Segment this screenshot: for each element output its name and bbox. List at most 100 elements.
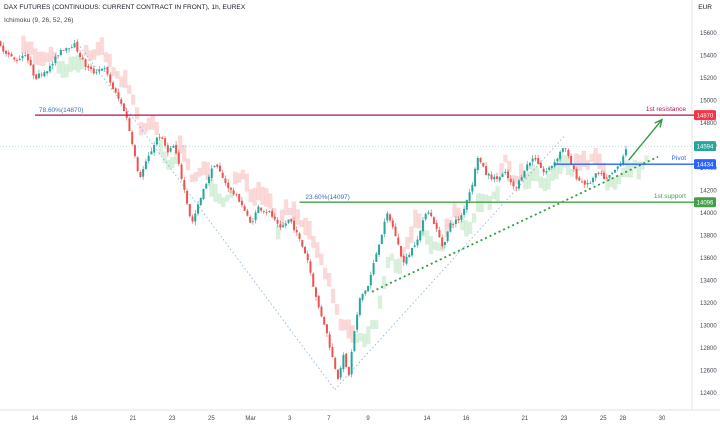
cloud-segment [123,69,128,88]
cloud-segment [620,167,626,178]
cloud-segment [295,209,300,225]
y-tick-label: 13800 [700,234,717,240]
ichimoku-cloud [21,35,649,348]
cloud-segment [178,135,183,154]
candle-body [624,149,627,156]
candle-body [293,220,296,231]
cloud-segment [205,162,210,181]
cloud-segment [260,187,265,205]
cloud-segment [21,35,26,54]
candle-body [166,145,169,153]
cloud-segment [170,156,175,169]
candle-body [452,224,455,226]
candle-body [394,226,397,237]
candle-body [262,211,265,213]
fib-level-label: 23.60%(14097) [305,194,349,201]
candle-body [10,53,13,57]
cloud-segment [518,163,524,182]
candle-body [79,52,82,57]
cloud-segment [542,178,547,192]
currency-label: EUR [698,4,712,11]
candle-body [273,216,276,220]
candle-body [323,316,326,325]
candle-body [90,66,93,69]
candle-body [240,200,243,206]
candle-body [199,197,202,206]
candle-body [479,157,482,163]
candle-body [260,207,263,211]
candle-body [268,210,271,212]
cloud-segment [323,267,328,280]
candle-body [501,174,504,178]
cloud-segment [326,272,332,287]
candle-body [622,156,625,164]
cloud-segment [538,176,543,189]
candle-body [98,69,101,72]
candle-body [405,256,408,264]
x-tick-label: 7 [327,416,331,422]
cloud-segment [530,164,536,181]
x-tick-label: 25 [600,416,607,422]
candle-body [564,148,567,150]
candle-body [144,161,147,170]
candle-body [180,164,183,179]
candle-body [284,223,287,226]
cloud-segment [417,213,422,229]
candle-body [29,59,32,66]
candle-body [26,54,29,61]
candle-body [586,182,589,185]
candle-body [287,219,290,223]
cloud-segment [330,288,336,304]
cloud-segment [436,242,441,251]
candle-body [62,50,65,51]
y-tick-label: 14200 [700,189,717,195]
cloud-segment [232,171,238,185]
cloud-segment [252,187,257,206]
y-tick-label: 13600 [700,256,717,262]
cloud-segment [573,153,579,172]
candle-body [413,245,416,247]
candle-body [353,330,356,352]
cloud-segment [358,332,363,342]
cloud-segment [362,333,367,348]
cloud-segment [487,195,492,211]
indicator-label[interactable]: Ichimoku (9, 26, 52, 26) [4,17,74,24]
cloud-segment [60,61,65,78]
cloud-segment [565,155,571,175]
y-tick-label: 15200 [700,76,717,82]
candle-body [556,158,559,162]
cloud-segment [354,333,359,344]
cloud-segment [319,253,324,266]
candle-body [213,165,216,168]
1st-support-price-tag [694,197,716,208]
cloud-segment [291,201,296,220]
candle-body [251,221,254,223]
candle-body [271,210,274,217]
candle-body [328,334,331,348]
candle-body [361,293,364,300]
candle-body [48,65,51,72]
candle-body [575,168,578,179]
candle-body [367,285,370,292]
candles [0,39,627,381]
candle-body [443,242,446,245]
candle-body [430,212,433,217]
candle-body [246,210,249,216]
cloud-segment [346,319,351,339]
candle-body [312,273,315,287]
1st-resistance-price-tag-text: 14870 [697,113,714,119]
candle-body [106,67,109,75]
candle-body [537,158,540,164]
cloud-segment [315,242,320,259]
candle-body [457,218,460,221]
cloud-segment [52,52,57,60]
candle-body [410,248,413,256]
candle-body [301,240,304,247]
candle-body [183,179,186,190]
candle-body [534,157,537,160]
y-tick-label: 14800 [700,121,717,127]
candle-body [207,176,210,184]
x-tick-label: 14 [32,416,39,422]
candle-body [150,151,153,155]
